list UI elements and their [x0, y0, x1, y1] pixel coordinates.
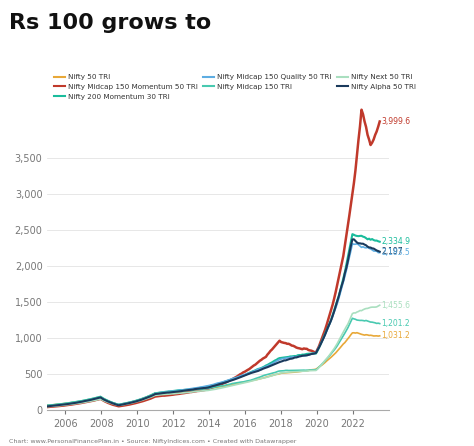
Nifty Midcap 150 TRI	[136, 397, 141, 402]
Nifty Midcap 150 Quality 50 TRI	[377, 250, 383, 255]
Nifty 50 TRI	[336, 347, 342, 352]
Nifty Midcap 150 Momentum 50 TRI	[336, 275, 342, 280]
Nifty Next 50 TRI	[136, 399, 141, 404]
Nifty Midcap 150 Quality 50 TRI	[45, 403, 50, 409]
Nifty Midcap 150 TRI	[222, 383, 228, 388]
Text: Chart: www.PersonalFinancePlan.in • Source: NiftyIndices.com • Created with Data: Chart: www.PersonalFinancePlan.in • Sour…	[9, 439, 297, 444]
Nifty Midcap 150 Quality 50 TRI	[336, 296, 342, 301]
Line: Nifty 50 TRI: Nifty 50 TRI	[47, 333, 380, 405]
Nifty Alpha 50 TRI	[342, 271, 347, 276]
Nifty Midcap 150 Momentum 50 TRI	[377, 119, 383, 124]
Line: Nifty 200 Momentum 30 TRI: Nifty 200 Momentum 30 TRI	[47, 234, 380, 406]
Nifty 200 Momentum 30 TRI	[142, 396, 147, 401]
Nifty 50 TRI	[325, 357, 331, 363]
Nifty Alpha 50 TRI	[377, 249, 383, 254]
Nifty Alpha 50 TRI	[45, 404, 50, 409]
Nifty Midcap 150 TRI	[45, 403, 50, 408]
Nifty Midcap 150 Quality 50 TRI	[349, 241, 355, 247]
Line: Nifty Midcap 150 TRI: Nifty Midcap 150 TRI	[47, 318, 380, 405]
Text: 2,197: 2,197	[381, 247, 403, 256]
Text: 2,183.5: 2,183.5	[381, 248, 410, 257]
Legend: Nifty 50 TRI, Nifty Midcap 150 Momentum 50 TRI, Nifty 200 Momentum 30 TRI, Nifty: Nifty 50 TRI, Nifty Midcap 150 Momentum …	[51, 71, 419, 103]
Nifty Midcap 150 TRI	[142, 395, 147, 401]
Nifty Alpha 50 TRI	[222, 380, 228, 385]
Nifty Midcap 150 TRI	[342, 330, 347, 336]
Text: 1,201.2: 1,201.2	[381, 319, 410, 328]
Nifty Next 50 TRI	[142, 397, 147, 402]
Nifty Next 50 TRI	[222, 384, 228, 390]
Nifty Midcap 150 TRI	[377, 321, 383, 326]
Nifty 200 Momentum 30 TRI	[136, 398, 141, 403]
Nifty Midcap 150 Quality 50 TRI	[136, 397, 141, 403]
Nifty 200 Momentum 30 TRI	[349, 231, 355, 237]
Text: 1,455.6: 1,455.6	[381, 301, 410, 310]
Line: Nifty Midcap 150 Quality 50 TRI: Nifty Midcap 150 Quality 50 TRI	[47, 244, 380, 406]
Nifty 200 Momentum 30 TRI	[336, 293, 342, 299]
Text: 2,334.9: 2,334.9	[381, 237, 410, 246]
Nifty Midcap 150 Quality 50 TRI	[222, 379, 228, 384]
Nifty 50 TRI	[136, 397, 141, 403]
Nifty Alpha 50 TRI	[336, 294, 342, 299]
Text: 1,031.2: 1,031.2	[381, 331, 410, 340]
Nifty 50 TRI	[142, 395, 147, 401]
Nifty Next 50 TRI	[342, 326, 347, 332]
Nifty 50 TRI	[342, 340, 347, 345]
Nifty Midcap 150 Momentum 50 TRI	[142, 398, 147, 403]
Nifty Midcap 150 Quality 50 TRI	[325, 325, 331, 330]
Nifty Next 50 TRI	[45, 404, 50, 409]
Nifty Alpha 50 TRI	[142, 396, 147, 401]
Text: Rs 100 grows to: Rs 100 grows to	[9, 13, 212, 33]
Nifty Midcap 150 Momentum 50 TRI	[325, 317, 331, 322]
Nifty Alpha 50 TRI	[325, 324, 331, 330]
Nifty 200 Momentum 30 TRI	[325, 324, 331, 330]
Nifty Next 50 TRI	[325, 354, 331, 359]
Nifty Midcap 150 Momentum 50 TRI	[45, 405, 50, 410]
Nifty Midcap 150 TRI	[336, 341, 342, 346]
Nifty Midcap 150 Quality 50 TRI	[142, 395, 147, 401]
Nifty 200 Momentum 30 TRI	[45, 403, 50, 409]
Line: Nifty Next 50 TRI: Nifty Next 50 TRI	[47, 305, 380, 407]
Nifty Midcap 150 Momentum 50 TRI	[342, 244, 347, 249]
Nifty 50 TRI	[222, 384, 228, 389]
Line: Nifty Alpha 50 TRI: Nifty Alpha 50 TRI	[47, 240, 380, 406]
Nifty Alpha 50 TRI	[136, 398, 141, 403]
Nifty Alpha 50 TRI	[351, 237, 357, 242]
Nifty Midcap 150 Momentum 50 TRI	[359, 107, 365, 112]
Nifty Midcap 150 Quality 50 TRI	[342, 274, 347, 279]
Nifty 50 TRI	[354, 330, 360, 335]
Nifty 200 Momentum 30 TRI	[222, 379, 228, 384]
Line: Nifty Midcap 150 Momentum 50 TRI: Nifty Midcap 150 Momentum 50 TRI	[47, 110, 380, 407]
Nifty Midcap 150 TRI	[349, 316, 355, 321]
Nifty 50 TRI	[377, 333, 383, 339]
Nifty 200 Momentum 30 TRI	[377, 239, 383, 244]
Nifty Midcap 150 TRI	[325, 355, 331, 360]
Text: 3,999.6: 3,999.6	[381, 117, 410, 126]
Nifty Midcap 150 Momentum 50 TRI	[222, 380, 228, 385]
Nifty 50 TRI	[45, 403, 50, 408]
Nifty Next 50 TRI	[377, 302, 383, 308]
Nifty 200 Momentum 30 TRI	[342, 270, 347, 275]
Nifty Next 50 TRI	[336, 338, 342, 343]
Nifty Midcap 150 Momentum 50 TRI	[136, 400, 141, 405]
